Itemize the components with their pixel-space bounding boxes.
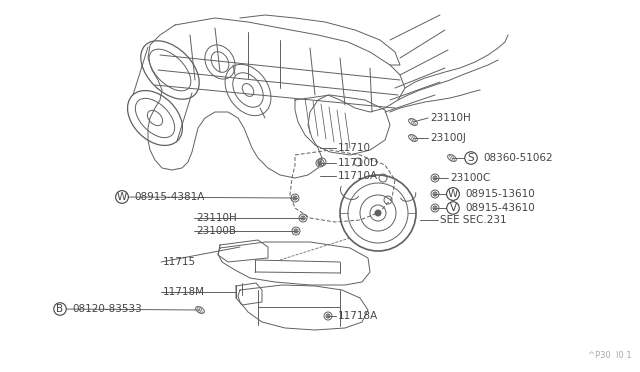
Text: 23110H: 23110H — [430, 113, 471, 123]
Text: 11710A: 11710A — [338, 171, 378, 181]
Text: V: V — [449, 203, 456, 213]
Text: 11710: 11710 — [338, 143, 371, 153]
Text: ^P30  I0 1: ^P30 I0 1 — [588, 352, 632, 360]
Text: 08120-83533: 08120-83533 — [72, 304, 141, 314]
Text: 08915-43610: 08915-43610 — [465, 203, 535, 213]
Text: 23100C: 23100C — [450, 173, 490, 183]
Text: 23100J: 23100J — [430, 133, 466, 143]
Text: 11710D: 11710D — [338, 158, 379, 168]
Text: 23100B: 23100B — [196, 226, 236, 236]
Circle shape — [375, 210, 381, 216]
Text: B: B — [56, 304, 63, 314]
Text: 11715: 11715 — [163, 257, 196, 267]
Text: 23110H: 23110H — [196, 213, 237, 223]
Text: W: W — [448, 189, 458, 199]
Text: W: W — [117, 192, 127, 202]
Text: S: S — [468, 153, 474, 163]
Text: SEE SEC.231: SEE SEC.231 — [440, 215, 507, 225]
Text: 08360-51062: 08360-51062 — [483, 153, 552, 163]
Text: 11718M: 11718M — [163, 287, 205, 297]
Text: 08915-13610: 08915-13610 — [465, 189, 535, 199]
Text: 08915-4381A: 08915-4381A — [134, 192, 204, 202]
Text: 11718A: 11718A — [338, 311, 378, 321]
